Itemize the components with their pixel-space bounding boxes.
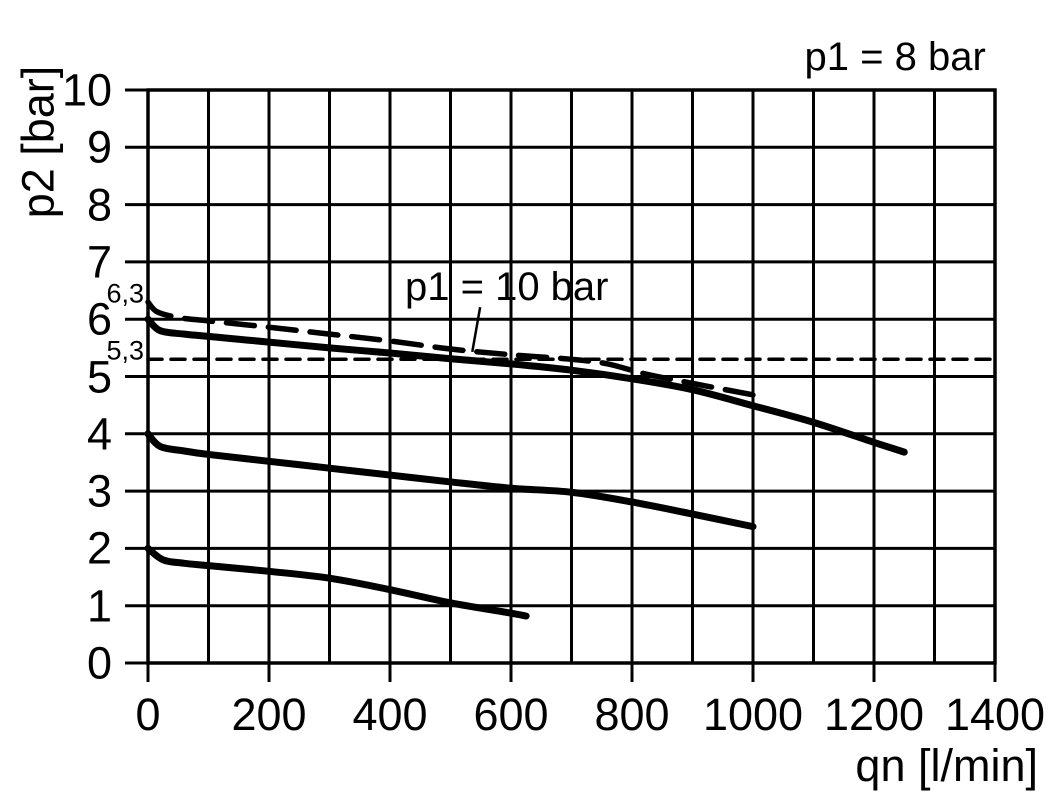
curve-p1-8bar-low	[144, 544, 530, 620]
y-tick-label: 10	[61, 64, 112, 116]
y-tick-label: 7	[86, 236, 112, 288]
y-tick-label: 0	[86, 637, 112, 689]
y-tick-label: 6	[86, 293, 112, 345]
x-tick-label: 800	[594, 689, 670, 740]
reference-label-5-3: 5,3	[106, 335, 144, 366]
y-tick-label: 4	[86, 408, 112, 460]
y-tick-label: 8	[86, 179, 112, 231]
x-tick-label: 600	[473, 689, 549, 740]
x-tick-label: 400	[352, 689, 428, 740]
y-tick-label: 9	[86, 121, 112, 173]
annotation-p1-10bar: p1 = 10 bar	[405, 265, 609, 310]
curve-p1-10bar	[145, 299, 756, 398]
reference-label-6-3: 6,3	[106, 278, 144, 309]
curve-p1-8bar-top	[144, 315, 908, 456]
y-tick-label: 3	[86, 465, 112, 517]
y-tick-label: 1	[86, 580, 112, 632]
x-tick-label: 1400	[944, 689, 1046, 740]
x-axis-title: qn [l/min]	[855, 740, 1038, 791]
annotation-p1-8bar: p1 = 8 bar	[804, 34, 986, 79]
x-tick-label: 1000	[702, 689, 804, 740]
curve-p1-8bar-mid	[144, 430, 757, 531]
y-tick-label: 5	[86, 351, 112, 402]
x-tick-label: 200	[231, 689, 307, 740]
y-tick-label: 2	[86, 522, 112, 574]
ann-p1-10bar-leader-line	[471, 306, 482, 353]
x-tick-label: 1200	[823, 689, 925, 740]
x-tick-label: 0	[135, 689, 161, 740]
